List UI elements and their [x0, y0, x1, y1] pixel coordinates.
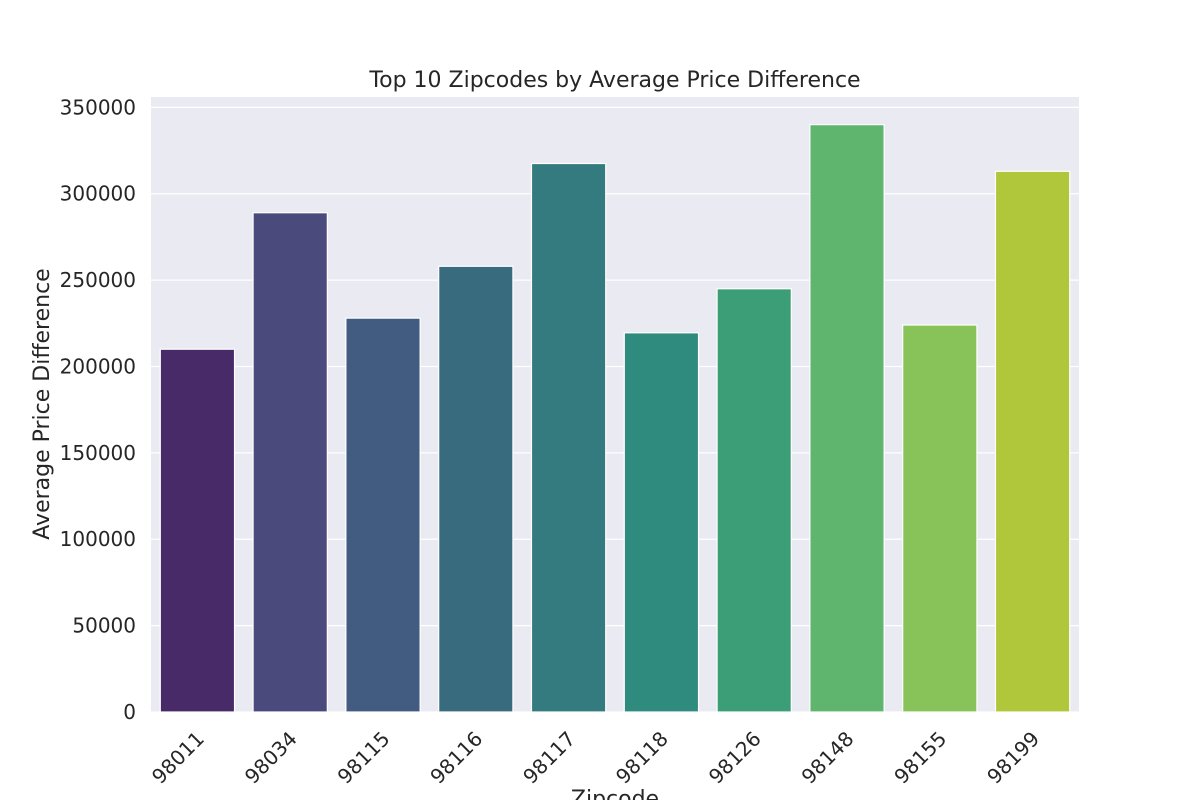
- y-axis-label: Average Price Difference: [30, 268, 55, 539]
- x-tick-label-98034: 98034: [240, 727, 302, 789]
- bars: [159, 124, 1071, 713]
- bar-98117: [530, 162, 607, 713]
- x-tick-label-98117: 98117: [518, 727, 580, 789]
- bar-98148: [809, 124, 885, 713]
- bar-98199: [994, 170, 1071, 713]
- x-tick-label-98115: 98115: [333, 727, 395, 789]
- bar-98118: [623, 332, 700, 713]
- bar-98115: [345, 317, 421, 713]
- y-tick-label: 100000: [60, 527, 136, 551]
- bar-98034: [252, 212, 328, 713]
- x-tick-label-98155: 98155: [889, 727, 951, 789]
- x-tick-label-98011: 98011: [147, 727, 209, 789]
- y-tick-labels: 0 50000 100000 150000 200000 250000 300000 3500…: [60, 95, 136, 724]
- bar-98011: [159, 348, 236, 713]
- x-tick-labels: 98011 98034 98115 98116 98117 98118 98126 98148…: [147, 727, 1044, 789]
- y-tick-label: 0: [123, 700, 136, 724]
- y-tick-label: 200000: [60, 354, 136, 378]
- x-axis-label: Zipcode: [571, 787, 659, 800]
- bar-98126: [716, 288, 792, 713]
- x-tick-label-98116: 98116: [425, 727, 487, 789]
- y-tick-label: 150000: [60, 441, 136, 465]
- y-tick-label: 50000: [72, 614, 136, 638]
- bar-98116: [438, 265, 514, 713]
- bar-98155: [902, 324, 978, 713]
- x-tick-label-98118: 98118: [611, 727, 673, 789]
- x-tick-label-98126: 98126: [704, 727, 766, 789]
- x-tick-label-98148: 98148: [797, 727, 859, 789]
- x-tick-label-98199: 98199: [982, 727, 1044, 789]
- y-tick-label: 300000: [60, 182, 136, 206]
- chart-title: Top 10 Zipcodes by Average Price Differe…: [368, 68, 860, 93]
- y-tick-label: 350000: [60, 95, 136, 119]
- y-tick-label: 250000: [60, 268, 136, 292]
